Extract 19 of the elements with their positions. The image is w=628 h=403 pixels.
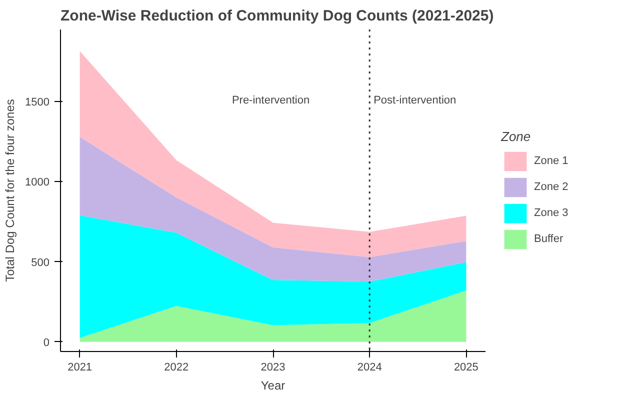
legend-title: Zone (501, 129, 532, 144)
x-tick-label: 2025 (454, 362, 478, 374)
y-axis-title: Total Dog Count for the four zones (3, 99, 18, 282)
x-tick-label: 2023 (260, 362, 286, 374)
legend-label: Buffer (534, 233, 564, 245)
x-tick-label: 2024 (357, 362, 382, 374)
annotation: Pre-intervention (232, 94, 310, 106)
y-tick-label: 500 (31, 256, 50, 269)
annotation: Post-intervention (374, 94, 456, 106)
legend-label: Zone 1 (534, 155, 570, 167)
x-tick-label: 2021 (68, 362, 92, 374)
y-tick-label: 0 (43, 336, 50, 349)
legend-label: Zone 2 (534, 181, 570, 193)
y-tick-label: 1500 (25, 96, 50, 109)
y-tick-label: 1000 (25, 176, 50, 189)
x-axis-title: Year (260, 378, 286, 392)
legend-label: Zone 3 (534, 207, 570, 219)
x-tick-label: 2022 (164, 362, 189, 374)
chart-title: Zone-Wise Reduction of Community Dog Counts (2021-2025) (60, 8, 494, 24)
